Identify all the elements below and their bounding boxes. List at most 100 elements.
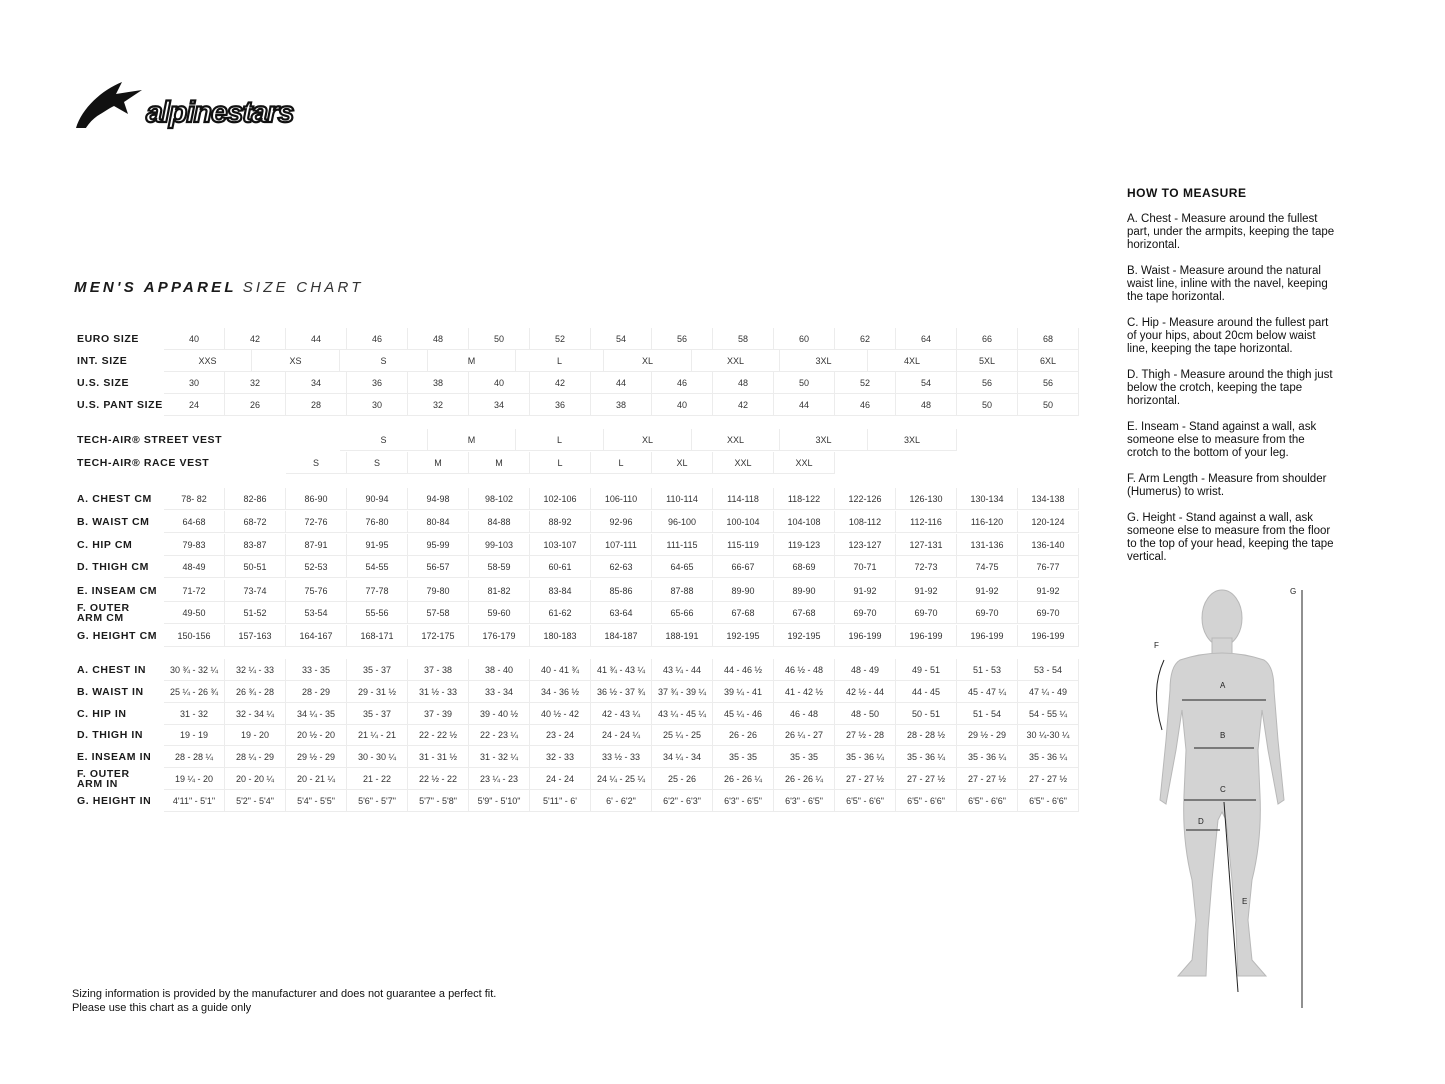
table-cell: 6' - 6'2" (591, 790, 652, 812)
table-cell: 33 - 35 (286, 659, 347, 681)
table-cell: 42 (713, 394, 774, 416)
table-cell: 46 - 48 (774, 703, 835, 725)
table-cell: 34 (286, 372, 347, 394)
table-cell: 3XL (868, 429, 957, 451)
table-cell: 80-84 (408, 511, 469, 533)
figure-label-g: G (1290, 587, 1296, 596)
table-cell: 46 (347, 328, 408, 350)
table-cell: 50 (1018, 394, 1079, 416)
figure-label-c: C (1220, 785, 1226, 794)
table-cell: 30 - 30 ¼ (347, 746, 408, 768)
table-cell: 184-187 (591, 625, 652, 647)
table-cell: 73-74 (225, 580, 286, 602)
table-cell: 76-77 (1018, 556, 1079, 578)
table-cell: 50 (774, 372, 835, 394)
figure-label-d: D (1198, 817, 1204, 826)
table-cell: 21 - 22 (347, 768, 408, 790)
table-cell: 23 ¼ - 23 (469, 768, 530, 790)
table-cell: 196-199 (896, 625, 957, 647)
cm-row: D. THIGH CM 48-49 50-51 52-53 54-55 56-57 58-5… (74, 556, 1079, 578)
table-cell: 176-179 (469, 625, 530, 647)
table-cell: 71-72 (164, 580, 225, 602)
row-label: D. THIGH CM (77, 561, 149, 573)
table-cell: 59-60 (469, 602, 530, 624)
inch-row: F. OUTER ARM IN 19 ¼ - 20 20 - 20 ¼ 20 - 21… (74, 768, 1079, 790)
table-cell: 25 ¼ - 25 (652, 724, 713, 746)
row-label: F. OUTER ARM IN (77, 768, 130, 790)
table-cell: 40 (652, 394, 713, 416)
table-cell: 106-110 (591, 488, 652, 510)
table-cell: 114-118 (713, 488, 774, 510)
table-cell: 33 - 34 (469, 681, 530, 703)
table-cell: 84-88 (469, 511, 530, 533)
table-cell: 29 ½ - 29 (286, 746, 347, 768)
inch-row: D. THIGH IN 19 - 19 19 - 20 20 ½ - 20 21 ¼ -… (74, 724, 1079, 746)
table-cell: 6'5" - 6'6" (957, 790, 1018, 812)
title-bold: MEN'S APPAREL (74, 279, 237, 296)
table-cell: 30 ¼-30 ¼ (1018, 724, 1079, 746)
table-cell: 51 - 53 (957, 659, 1018, 681)
table-cell: 164-167 (286, 625, 347, 647)
table-cell: 131-136 (957, 534, 1018, 556)
table-cell: 21 ¼ - 21 (347, 724, 408, 746)
measure-waist: B. Waist - Measure around the natural wa… (1127, 265, 1328, 303)
table-cell: 79-80 (408, 580, 469, 602)
table-cell: 32 - 34 ¼ (225, 703, 286, 725)
table-cell: 68 (1018, 328, 1079, 350)
table-cell: 35 - 36 ¼ (896, 746, 957, 768)
table-cell: 192-195 (774, 625, 835, 647)
row-label: U.S. PANT SIZE (77, 399, 163, 411)
table-cell: S (340, 350, 428, 372)
table-cell: 57-58 (408, 602, 469, 624)
table-cell: 34 ¼ - 34 (652, 746, 713, 768)
table-cell: 54 - 55 ¼ (1018, 703, 1079, 725)
measure-hip: C. Hip - Measure around the fullest part… (1127, 317, 1329, 355)
table-cell: 27 - 27 ½ (957, 768, 1018, 790)
table-cell: 62-63 (591, 556, 652, 578)
table-cell: 32 (408, 394, 469, 416)
how-to-measure-heading: HOW TO MEASURE (1127, 186, 1247, 200)
table-cell: 168-171 (347, 625, 408, 647)
table-cell: 69-70 (835, 602, 896, 624)
street-vest-row: TECH-AIR® STREET VEST S M L XL XXL 3XL 3XL (74, 429, 1079, 451)
table-cell: 5'7" - 5'8" (408, 790, 469, 812)
table-cell: 35 - 35 (713, 746, 774, 768)
row-label: INT. SIZE (77, 355, 128, 367)
table-cell: 50 (469, 328, 530, 350)
table-cell: 3XL (780, 350, 868, 372)
race-vest-row: TECH-AIR® RACE VEST S S M M L L XL XXL XXL (74, 452, 1079, 474)
table-cell: 35 - 35 (774, 746, 835, 768)
table-cell: 4'11" - 5'1" (164, 790, 225, 812)
table-cell: 5'9" - 5'10" (469, 790, 530, 812)
table-cell: 196-199 (835, 625, 896, 647)
table-cell: L (516, 429, 604, 451)
table-cell: 20 - 21 ¼ (286, 768, 347, 790)
table-cell: 126-130 (896, 488, 957, 510)
table-cell: 42 (225, 328, 286, 350)
table-cell: 82-86 (225, 488, 286, 510)
table-cell: 100-104 (713, 511, 774, 533)
table-cell: 55-56 (347, 602, 408, 624)
table-cell: 50 - 51 (896, 703, 957, 725)
table-cell: 69-70 (896, 602, 957, 624)
table-cell: 28 (286, 394, 347, 416)
cm-row: E. INSEAM CM 71-72 73-74 75-76 77-78 79-80 81-… (74, 580, 1079, 602)
table-cell: 6'3" - 6'5" (713, 790, 774, 812)
size-row: INT. SIZE XXS XS S M L XL XXL 3XL 4XL 5XL 6XL (74, 350, 1079, 372)
table-cell: M (428, 429, 516, 451)
table-cell: 19 - 19 (164, 724, 225, 746)
table-cell: 46 (835, 394, 896, 416)
table-cell: 87-91 (286, 534, 347, 556)
measure-inseam: E. Inseam - Stand against a wall, ask so… (1127, 421, 1317, 459)
table-cell: 53-54 (286, 602, 347, 624)
table-cell: 115-119 (713, 534, 774, 556)
table-cell: 40 ½ - 42 (530, 703, 591, 725)
table-cell: 20 ½ - 20 (286, 724, 347, 746)
table-cell: 43 ¼ - 45 ¼ (652, 703, 713, 725)
table-cell: 48 (408, 328, 469, 350)
inch-row: A. CHEST IN 30 ¾ - 32 ¼ 32 ¼ - 33 33 - 35 35… (74, 659, 1079, 681)
measure-height: G. Height - Stand against a wall, ask so… (1127, 512, 1334, 563)
table-cell: 36 ½ - 37 ¾ (591, 681, 652, 703)
table-cell: 32 - 33 (530, 746, 591, 768)
table-cell: 110-114 (652, 488, 713, 510)
